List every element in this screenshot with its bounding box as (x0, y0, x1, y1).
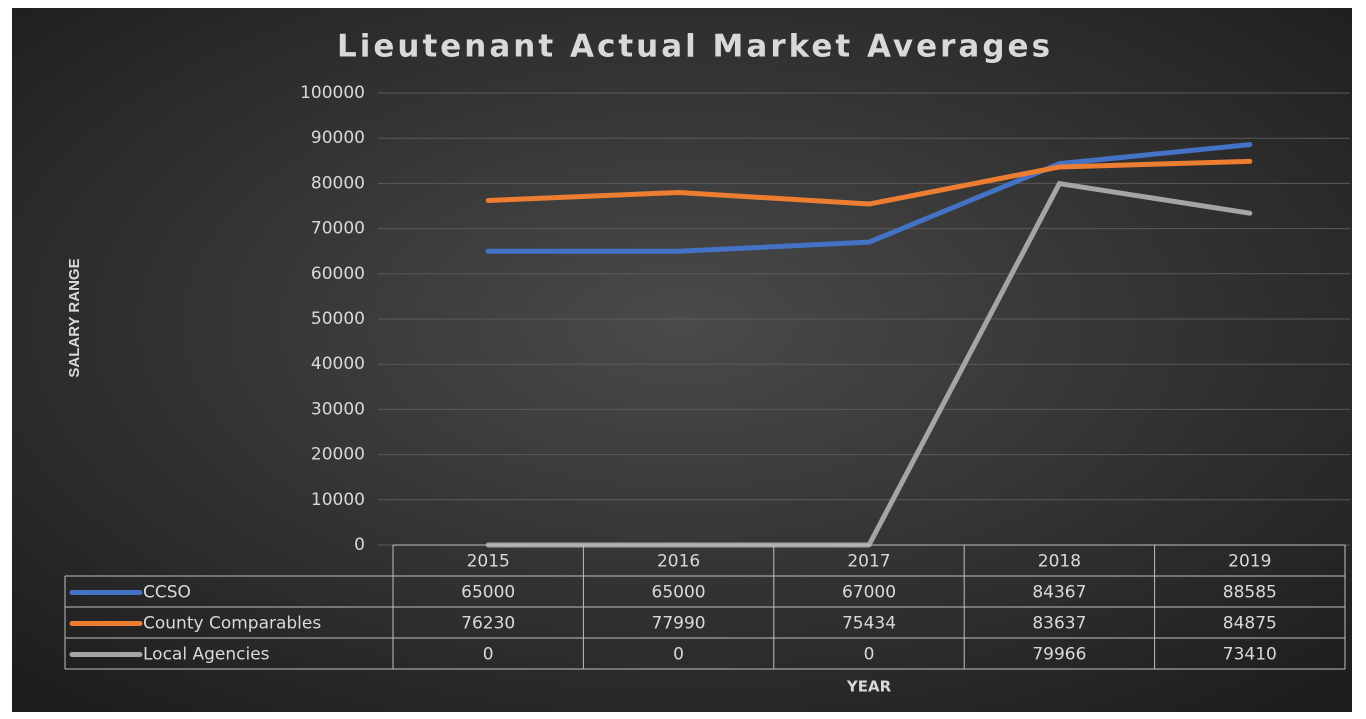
x-tick-label: 2015 (467, 552, 510, 572)
x-tick-label: 2019 (1228, 552, 1271, 572)
y-tick-label: 90000 (311, 128, 365, 148)
y-tick-label: 80000 (311, 173, 365, 193)
x-tick-label: 2017 (847, 552, 890, 572)
legend-label: CCSO (143, 583, 191, 603)
x-axis-label: YEAR (846, 678, 892, 696)
table-value: 76230 (461, 614, 515, 634)
x-tick-label: 2016 (657, 552, 700, 572)
y-tick-label: 0 (354, 535, 365, 555)
y-tick-label: 40000 (311, 354, 365, 374)
y-tick-label: 70000 (311, 219, 365, 239)
y-tick-label: 100000 (300, 83, 365, 103)
chart-title: Lieutenant Actual Market Averages (337, 29, 1053, 65)
y-tick-label: 30000 (311, 399, 365, 419)
y-axis-label: SALARY RANGE (66, 258, 83, 377)
chart-background (12, 8, 1352, 712)
table-value: 73410 (1223, 645, 1277, 665)
table-value: 65000 (461, 583, 515, 603)
series-line (485, 158, 1253, 207)
x-tick-label: 2018 (1038, 552, 1081, 572)
table-value: 84367 (1032, 583, 1086, 603)
y-tick-label: 60000 (311, 264, 365, 284)
legend-label: County Comparables (143, 614, 321, 634)
table-value: 0 (483, 645, 494, 665)
y-tick-label: 10000 (311, 490, 365, 510)
y-tick-label: 20000 (311, 445, 365, 465)
table-value: 84875 (1223, 614, 1277, 634)
table-value: 79966 (1032, 645, 1086, 665)
y-tick-label: 50000 (311, 309, 365, 329)
table-value: 83637 (1032, 614, 1086, 634)
table-value: 75434 (842, 614, 896, 634)
table-value: 65000 (652, 583, 706, 603)
table-value: 0 (673, 645, 684, 665)
table-value: 88585 (1223, 583, 1277, 603)
series-line (485, 142, 1253, 254)
legend-label: Local Agencies (143, 645, 270, 665)
table-value: 77990 (652, 614, 706, 634)
table-value: 0 (864, 645, 875, 665)
table-value: 67000 (842, 583, 896, 603)
